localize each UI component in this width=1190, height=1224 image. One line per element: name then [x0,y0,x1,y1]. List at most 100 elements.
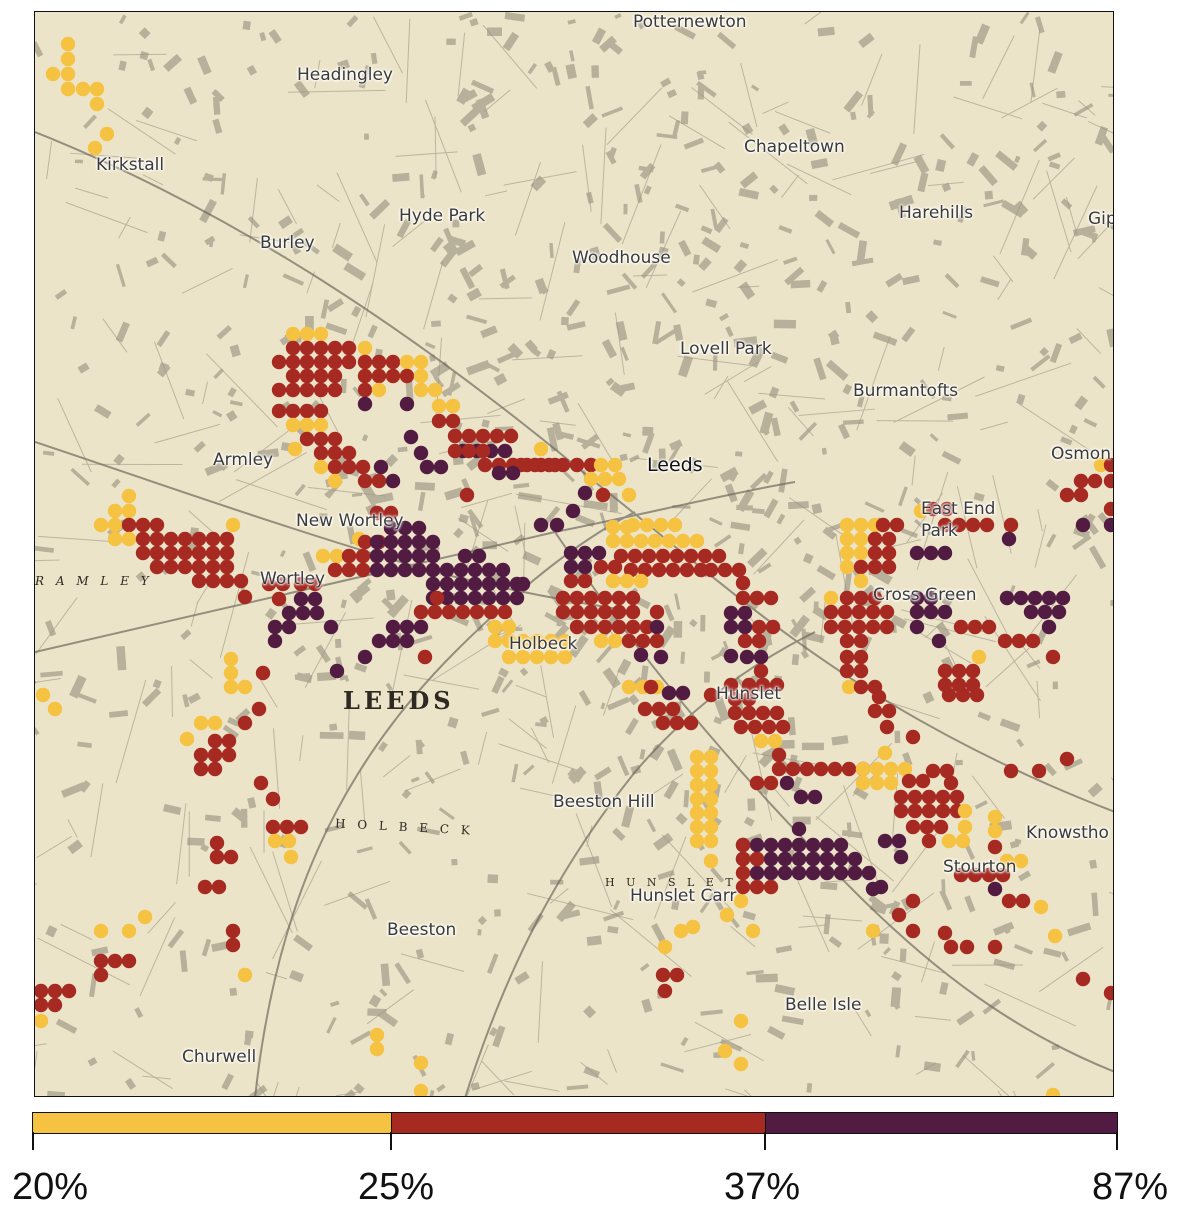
dot-mid [763,879,779,895]
street-block [700,614,706,632]
street-block [1009,840,1020,849]
street-line [539,420,576,426]
place-churwell: Churwell [182,1047,257,1067]
dot-low [543,649,559,665]
dot-low [315,548,331,564]
dot-mid [455,604,471,620]
street-block [1100,135,1113,154]
dot-low [633,533,649,549]
dot-low [957,803,973,819]
street-block [349,1030,372,1046]
street-block [240,808,248,828]
dot-high [307,591,323,607]
street-block [825,359,849,381]
street-block [747,798,756,811]
dot-low [703,819,719,835]
street-block [882,902,897,910]
street-block [111,478,121,489]
street-block [324,489,333,498]
street-block [248,1084,268,1096]
dot-high [763,851,779,867]
street-block [211,89,225,102]
street-block [828,936,843,948]
dot-high [1041,619,1057,635]
color-scale-legend [32,1112,1118,1134]
dot-low [47,701,63,717]
street-line [484,89,511,112]
dot-mid [357,473,373,489]
street-line [515,493,622,515]
street-block [895,1045,901,1058]
dot-high [457,548,473,564]
dot-mid [1059,487,1075,503]
street-block [326,1016,337,1034]
street-block [1044,762,1057,777]
street-line [992,255,1014,283]
street-block [823,914,831,935]
dot-high [425,576,441,592]
dot-mid [693,562,709,578]
dot-low [487,619,503,635]
street-block [487,953,499,974]
street-block [565,63,577,80]
street-line [277,189,297,225]
street-line [401,953,465,972]
street-block [200,843,210,853]
dot-mid [583,604,599,620]
dot-low [267,833,283,849]
dot-low [285,326,301,342]
street-block [293,645,307,657]
street-line [787,406,814,437]
legend-tick-label-87: 87% [1092,1166,1169,1208]
street-block [614,13,622,20]
dot-high [819,851,835,867]
dot-mid [135,531,151,547]
street-block [467,123,477,133]
street-block [850,111,857,121]
dot-high [419,459,435,475]
street-block [376,1009,399,1028]
dot-mid [881,545,897,561]
dot-mid [461,443,477,459]
dot-low [515,649,531,665]
dot-mid [47,983,63,999]
dot-mid [683,548,699,564]
dot-low [703,833,719,849]
street-block [147,58,156,72]
dot-high [909,619,925,635]
dot-high [467,590,483,606]
dot-high [467,562,483,578]
dot-high [295,605,311,621]
street-block [675,812,688,825]
street-block [739,242,750,249]
street-block [870,902,888,915]
dot-low [313,417,329,433]
dot-mid [569,457,585,473]
street-block [680,111,689,125]
street-line [202,381,209,404]
street-line [35,597,78,655]
street-block [157,230,167,242]
street-block [494,909,501,917]
street-block [1106,328,1113,348]
street-block [293,80,310,98]
dot-low [207,715,223,731]
historic-map[interactable]: LEEDS H O L B E C K R A M L E Y H U N S … [34,11,1114,1097]
dot-low [853,531,869,547]
street-block [547,391,569,405]
dot-mid [489,428,505,444]
street-line [519,787,613,810]
dot-high [909,545,925,561]
dot-mid [255,665,271,681]
street-block [446,38,456,46]
street-line [802,915,862,922]
dot-low [611,471,627,487]
dot-mid [413,604,429,620]
street-block [703,671,710,683]
dot-mid [867,545,883,561]
street-line [1076,328,1102,355]
street-block [459,266,476,290]
dot-mid [299,403,315,419]
dot-low [87,140,103,156]
dot-low [1047,928,1063,944]
